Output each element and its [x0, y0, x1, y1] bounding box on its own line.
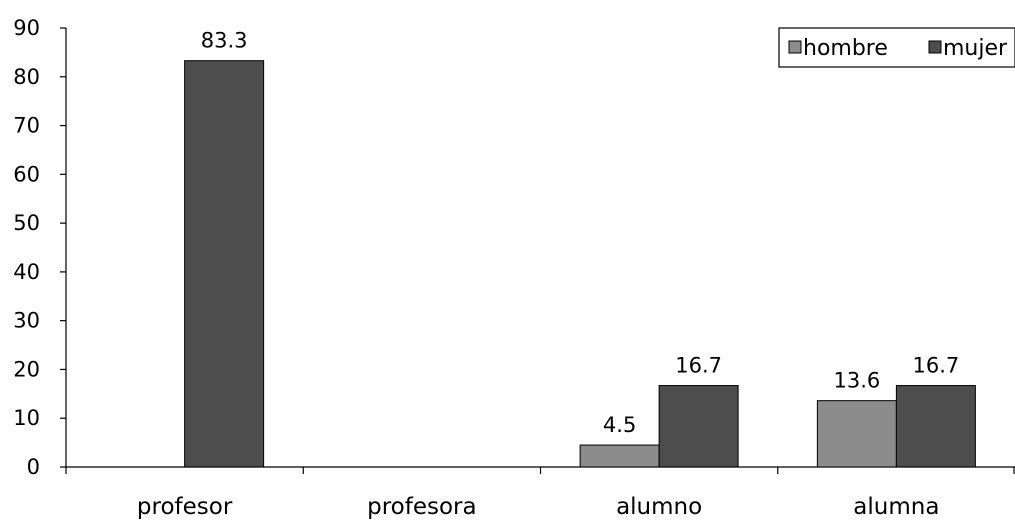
y-tick-label: 30 [13, 309, 40, 333]
bar-hombre-alumno [579, 444, 660, 468]
data-label: 16.7 [675, 354, 722, 378]
x-category-label: profesor [137, 494, 233, 520]
y-tick-label: 0 [27, 455, 40, 479]
y-tick-label: 70 [13, 114, 40, 138]
data-label: 13.6 [833, 369, 880, 393]
x-category-label: alumno [616, 494, 702, 520]
y-tick-label: 20 [13, 357, 40, 381]
y-axis: 0 10 20 30 40 50 60 70 80 90 [13, 16, 67, 479]
x-category-label: profesora [367, 494, 476, 520]
bar-mujer-profesor [184, 60, 265, 468]
y-tick-label: 10 [13, 406, 40, 430]
x-axis: profesor profesora alumno alumna [65, 466, 1015, 520]
bar-mujer-alumna [895, 385, 976, 468]
data-label: 4.5 [603, 413, 636, 437]
bar-mujer-alumno [658, 385, 739, 468]
legend-box [778, 27, 1015, 68]
bars [184, 60, 976, 468]
legend-label-hombre: hombre [803, 36, 888, 61]
y-tick-label: 90 [13, 16, 40, 40]
bar-hombre-alumna [816, 400, 897, 468]
legend: hombre mujer [778, 27, 1015, 68]
legend-swatch-hombre [788, 40, 802, 54]
data-label: 83.3 [201, 29, 248, 53]
y-tick-label: 40 [13, 260, 40, 284]
y-tick-label: 80 [13, 65, 40, 89]
y-tick-label: 50 [13, 211, 40, 235]
data-label: 16.7 [912, 354, 959, 378]
x-category-label: alumna [853, 494, 939, 520]
legend-label-mujer: mujer [943, 36, 1008, 61]
y-tick-label: 60 [13, 162, 40, 186]
legend-swatch-mujer [928, 40, 942, 54]
data-labels: 4.5 13.6 83.3 16.7 16.7 [201, 29, 960, 437]
